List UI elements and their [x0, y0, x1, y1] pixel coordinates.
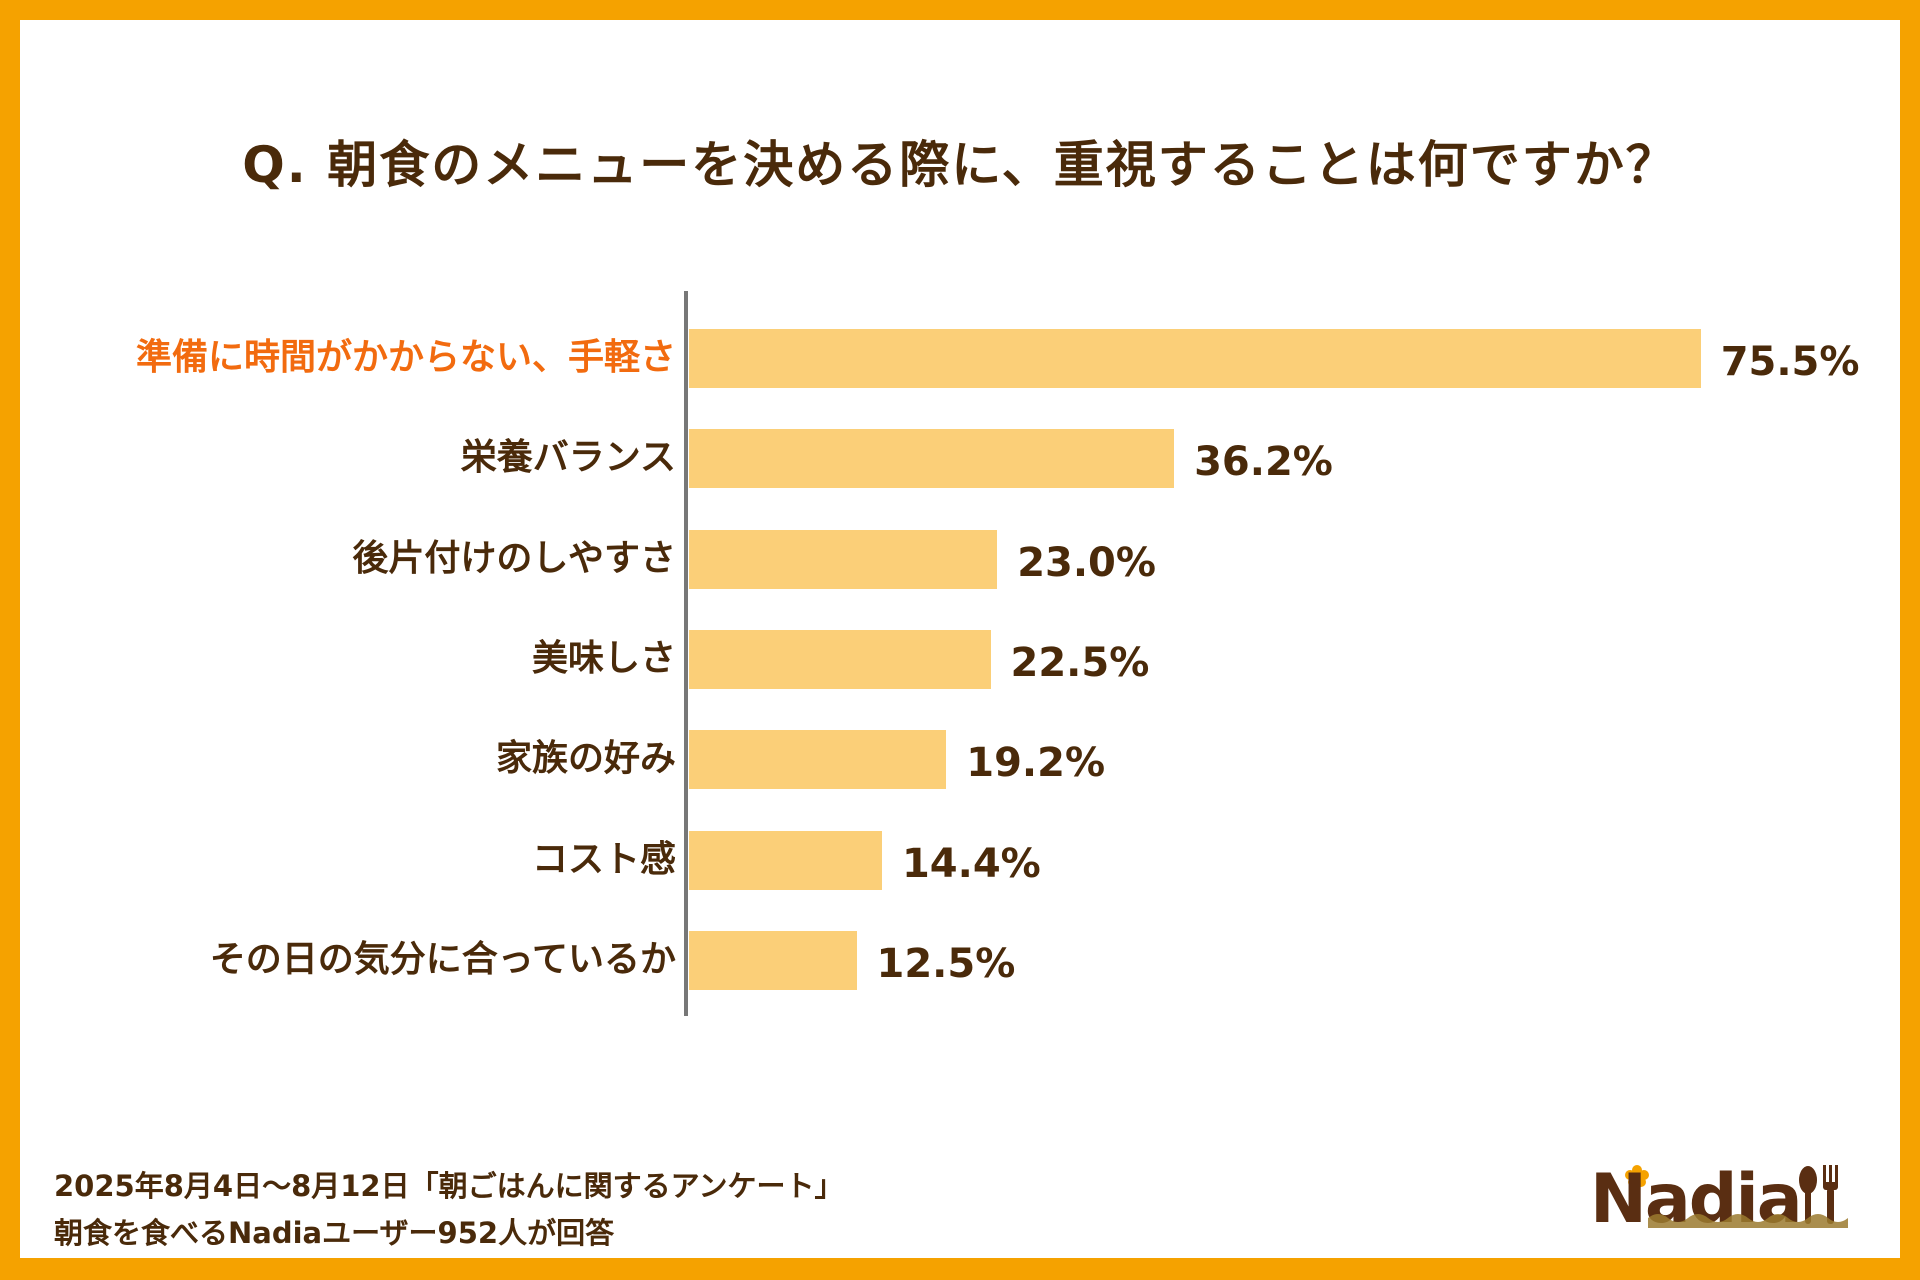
value-label: 75.5% [1720, 339, 1860, 385]
value-label: 23.0% [1017, 539, 1156, 586]
bar [689, 629, 991, 689]
bar [689, 529, 998, 589]
nadia-logo: Nadia [1590, 1160, 1848, 1235]
bar [689, 930, 857, 990]
value-label: 22.5% [1010, 639, 1150, 686]
flower-icon [1625, 1165, 1649, 1187]
bar [689, 830, 882, 890]
spoon-fork-icon [1799, 1165, 1838, 1224]
respondents-note: 朝食を食べるNadiaユーザー952人が回答 [54, 1216, 615, 1250]
bar [689, 730, 947, 790]
category-label: 美味しさ [531, 637, 676, 679]
category-label: 家族の好み [495, 738, 676, 780]
category-label: 準備に時間がかからない、手軽さ [135, 337, 676, 378]
bar [689, 429, 1175, 489]
category-label: 栄養バランス [460, 437, 676, 479]
value-label: 36.2% [1194, 439, 1333, 486]
value-label: 19.2% [966, 740, 1106, 787]
category-label: その日の気分に合っているか [209, 938, 676, 980]
category-label: 後片付けのしやすさ [352, 537, 676, 579]
bar [689, 329, 1701, 388]
value-label: 14.4% [901, 840, 1041, 887]
value-label: 12.5% [876, 940, 1016, 987]
y-axis-line [684, 291, 688, 1016]
survey-period: 2025年8月4日～8月12日「朝ごはんに関するアンケート」 [54, 1169, 844, 1203]
chart-title: Q. 朝食のメニューを決める際に、重視することは何ですか？ [242, 136, 1678, 194]
category-label: コスト感 [531, 838, 676, 880]
